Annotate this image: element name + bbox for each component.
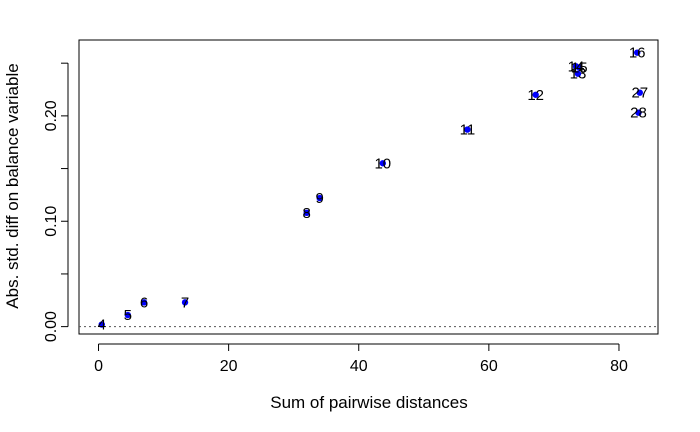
point-label: 13 [570,66,587,83]
data-point [316,194,323,202]
plot-frame [78,39,659,335]
point-label: 28 [630,105,647,122]
point-label: 16 [629,45,646,62]
point-label: 5 [124,307,132,324]
point-label: 6 [140,294,148,311]
point-label: 11 [460,122,476,139]
data-point [303,209,310,217]
data-point [181,299,189,306]
data-point [464,126,471,133]
data-point [532,91,539,98]
point-label: 27 [631,85,648,102]
point-label: 4 [98,317,106,334]
point-label: 7 [181,294,189,311]
point-label: 8 [303,205,311,222]
data-point [636,89,643,96]
data-point [633,49,641,56]
point-label: 9 [316,190,324,207]
point-label: 10 [374,155,391,172]
plot-border [78,39,659,335]
y-axis-title: Abs. std. diff on balance variable [3,63,22,308]
x-axis-title: Sum of pairwise distances [270,393,467,412]
data-point [98,321,105,328]
y-tick-label: 0.10 [43,206,60,237]
data-point [124,311,131,319]
x-tick-label: 80 [610,358,628,375]
x-tick-label: 40 [350,358,368,375]
x-tick-label: 60 [480,358,498,375]
x-tick-label: 0 [94,358,103,375]
point-label: 12 [527,87,544,104]
y-tick-label: 0.20 [43,100,60,131]
y-axis-ticks: 0.00 0.10 0.20 [43,62,69,342]
data-point [576,64,583,71]
data-points [98,49,643,328]
x-tick-label: 20 [220,358,238,375]
data-point [635,109,642,116]
point-label: 15 [571,59,588,76]
y-tick-label: 0.00 [43,311,60,342]
data-point [140,299,148,306]
x-axis-ticks: 0 20 40 60 80 [94,343,628,375]
data-point [574,70,582,77]
point-label: 14 [568,58,585,75]
data-point [379,160,387,167]
